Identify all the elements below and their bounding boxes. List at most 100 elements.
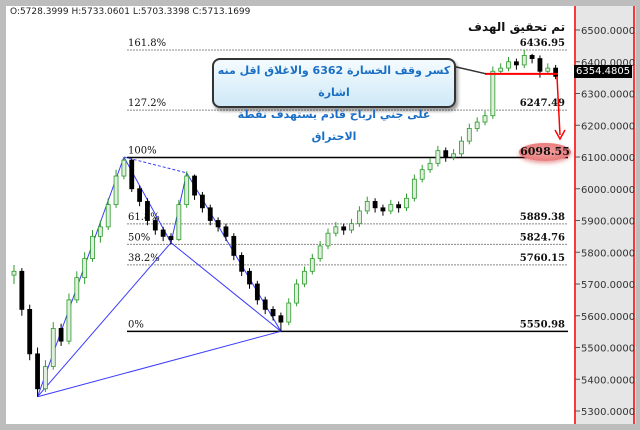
- candle: [43, 366, 48, 390]
- candle: [254, 283, 260, 301]
- candle: [380, 207, 386, 212]
- candle: [286, 302, 292, 323]
- fib-value: 5824.76: [520, 232, 565, 243]
- fib-label: 38.2%: [128, 253, 160, 264]
- candle: [466, 128, 472, 142]
- candle: [451, 153, 457, 158]
- candle: [545, 67, 551, 72]
- candle: [498, 67, 504, 72]
- candle: [231, 235, 237, 256]
- candle: [309, 258, 315, 272]
- candle: [388, 204, 394, 212]
- fib-value: 5550.98: [520, 319, 565, 330]
- callout-note: كسر وقف الخسارة 6362 والاغلاق اقل منه اش…: [212, 58, 456, 143]
- target-value: 6098.55: [520, 145, 570, 158]
- candle: [105, 204, 111, 228]
- candle: [317, 245, 323, 259]
- y-tick-label: 5800.0000: [581, 248, 635, 259]
- pattern-line-AC: [123, 156, 187, 174]
- y-tick-label: 6100.0000: [581, 153, 635, 164]
- candle: [184, 175, 190, 206]
- candle: [160, 229, 166, 237]
- candle: [82, 258, 88, 279]
- candle: [145, 201, 150, 221]
- candle: [74, 277, 80, 301]
- candle: [11, 270, 17, 276]
- candle: [443, 150, 449, 158]
- candle: [404, 197, 409, 209]
- candle: [302, 270, 307, 285]
- fib-label: 127.2%: [128, 98, 166, 109]
- callout-line-2: على جني ارباح قادم يستهدف نقطة الاحتراق: [237, 108, 431, 143]
- candle: [341, 226, 347, 231]
- candle: [419, 169, 425, 180]
- pattern-line-XB: [37, 242, 172, 398]
- candle: [207, 207, 213, 221]
- y-tick-label: 5700.0000: [581, 280, 635, 291]
- candle: [90, 235, 95, 260]
- y-tick-label: 6200.0000: [581, 121, 635, 132]
- y-tick-label: 5900.0000: [581, 217, 635, 228]
- candle: [35, 353, 40, 390]
- candle: [137, 188, 143, 202]
- candle: [97, 226, 103, 237]
- candle: [66, 299, 72, 342]
- callout-pointer: [451, 65, 487, 75]
- candle: [325, 232, 331, 247]
- candle: [176, 204, 182, 240]
- current-price-tag: 6354.4805: [574, 65, 633, 78]
- candle: [396, 204, 402, 209]
- y-tick-label: 6300.0000: [581, 90, 635, 101]
- fib-label: 100%: [128, 145, 157, 156]
- fib-label: 50%: [128, 232, 150, 243]
- target-reached-title: تم تحقيق الهدف: [468, 20, 566, 34]
- candle: [50, 328, 56, 367]
- candle: [215, 220, 221, 228]
- candle: [113, 175, 119, 206]
- fib-value: 5760.15: [520, 253, 565, 264]
- fib-value: 5889.38: [520, 212, 565, 223]
- callout-line-1: كسر وقف الخسارة 6362 والاغلاق اقل منه اش…: [217, 64, 451, 99]
- pattern-line-XD: [37, 330, 282, 398]
- candle: [537, 58, 543, 72]
- fib-value: 6436.95: [520, 38, 565, 49]
- y-tick-label: 5400.0000: [581, 375, 635, 386]
- y-tick-label: 6500.0000: [581, 26, 635, 37]
- candle: [529, 55, 535, 59]
- candle: [239, 255, 245, 272]
- candle: [514, 61, 519, 66]
- fib-value: 6247.49: [520, 98, 565, 109]
- candle: [482, 115, 488, 123]
- pattern-line-BD: [170, 242, 282, 332]
- candle: [270, 308, 276, 317]
- arrow-shaft: [556, 76, 561, 136]
- candle: [333, 226, 339, 234]
- candle: [372, 201, 378, 209]
- candle: [427, 162, 433, 171]
- candle: [506, 61, 511, 69]
- candle: [364, 201, 370, 212]
- candle: [121, 159, 127, 177]
- candle: [192, 175, 197, 196]
- y-tick-label: 5600.0000: [581, 312, 635, 323]
- candle: [278, 315, 284, 323]
- candle: [356, 210, 362, 225]
- candle: [435, 150, 441, 164]
- candle: [27, 308, 33, 355]
- candle: [411, 178, 417, 199]
- candle: [58, 328, 64, 342]
- candle: [490, 70, 496, 117]
- candle: [223, 226, 229, 237]
- candle: [168, 235, 174, 240]
- y-tick-label: 6000.0000: [581, 185, 635, 196]
- y-tick-label: 5500.0000: [581, 344, 635, 355]
- candle: [19, 270, 25, 310]
- candle: [459, 140, 464, 155]
- y-tick-label: 6400.0000: [581, 58, 635, 69]
- candle: [199, 194, 205, 209]
- target-highlight: 6098.55: [519, 143, 571, 161]
- candle: [294, 283, 300, 304]
- arrow-down-icon: [554, 129, 566, 141]
- y-tick-label: 5300.0000: [581, 407, 635, 418]
- ohlc-readout: O:5728.3999 H:5733.0601 L:5703.3398 C:57…: [10, 7, 251, 17]
